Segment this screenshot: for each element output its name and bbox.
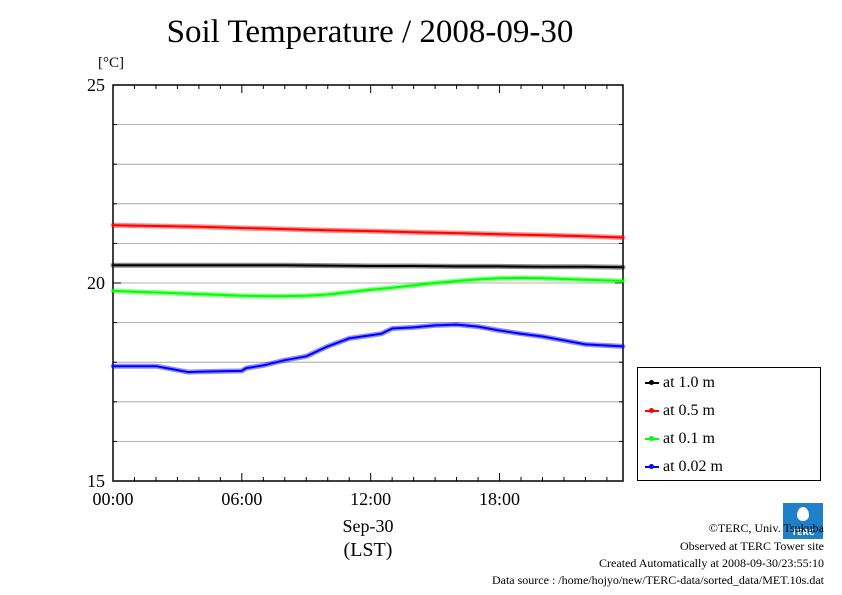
series-line (112, 224, 624, 239)
footer-credit: ©TERC, Univ. Tsukuba (708, 521, 824, 535)
series-line (112, 323, 624, 374)
footer-site: Observed at TERC Tower site (679, 539, 824, 553)
legend-swatch (645, 380, 659, 385)
legend-label: at 0.1 m (663, 430, 715, 447)
legend: at 1.0 m at 0.5 m at 0.1 m at 0.02 m (637, 367, 821, 481)
series-line (112, 276, 624, 298)
y-tick-label: 25 (87, 75, 105, 95)
y-axis-ticks: 15 20 25 (87, 75, 623, 491)
legend-swatch (645, 408, 659, 413)
legend-swatch (645, 464, 659, 469)
y-tick-label: 20 (87, 273, 105, 293)
legend-swatch (645, 436, 659, 441)
footer-created: Created Automatically at 2008-09-30/23:5… (599, 556, 824, 570)
series-band (110, 322, 626, 375)
legend-item: at 0.1 m (638, 429, 715, 449)
x-tick-label: 12:00 (350, 489, 391, 509)
series-lines (110, 222, 626, 375)
legend-item: at 0.02 m (638, 457, 723, 477)
x-axis-ticks: 00:00 06:00 12:00 18:00 (92, 85, 608, 509)
legend-item: at 1.0 m (638, 373, 715, 393)
x-tick-label: 06:00 (221, 489, 262, 509)
y-tick-label: 15 (87, 471, 105, 491)
footer-source: Data source : /home/hojyo/new/TERC-data/… (491, 573, 824, 587)
x-axis-date-label: Sep-30 (343, 516, 394, 536)
legend-label: at 1.0 m (663, 374, 715, 391)
chart-title: Soil Temperature / 2008-09-30 (166, 14, 574, 50)
gridlines (113, 124, 623, 442)
y-axis-unit-label: [°C] (98, 55, 124, 71)
legend-label: at 0.02 m (663, 458, 723, 475)
legend-label: at 0.5 m (663, 402, 715, 419)
x-axis-title: (LST) (344, 539, 393, 561)
series-line (112, 264, 624, 269)
x-tick-label: 00:00 (92, 489, 133, 509)
terc-logo-icon: TERC (783, 503, 823, 539)
x-tick-label: 18:00 (479, 489, 520, 509)
legend-item: at 0.5 m (638, 401, 715, 421)
